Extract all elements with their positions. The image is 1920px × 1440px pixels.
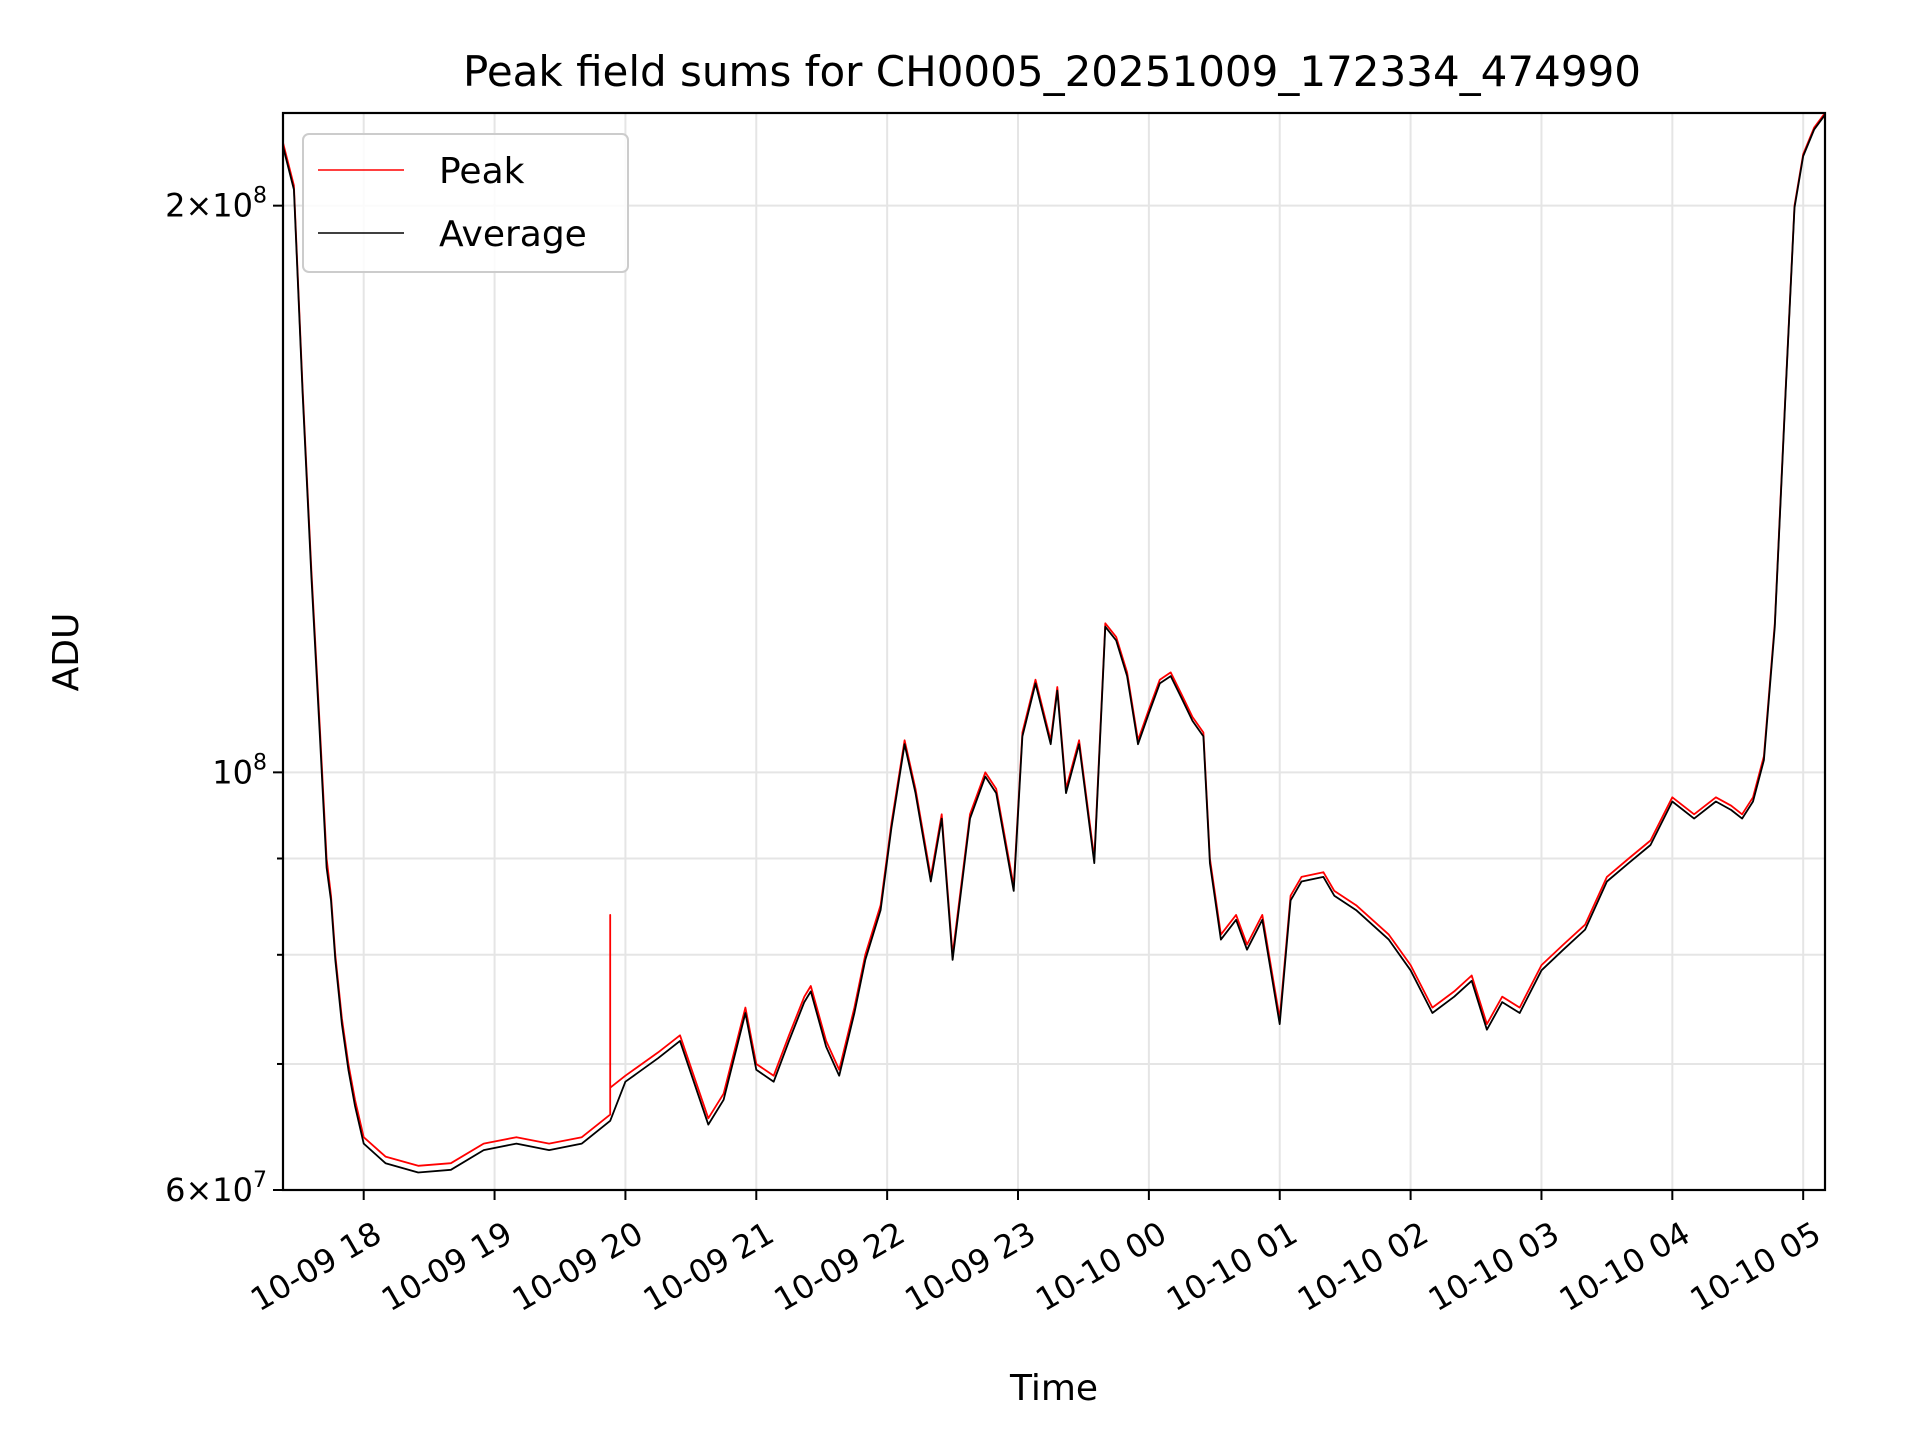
legend: Peak Average (302, 133, 629, 273)
series-line-average (282, 114, 1826, 1174)
x-tick-label: 10-09 21 (637, 1214, 781, 1319)
x-axis-label: Time (1009, 1368, 1098, 1409)
x-tick-label: 10-09 23 (898, 1214, 1042, 1319)
grid-lines (283, 113, 1825, 1191)
y-tick-label: 2×108 (165, 184, 267, 225)
legend-label-peak: Peak (439, 151, 525, 192)
legend-label-average: Average (439, 214, 587, 255)
y-axis-label: ADU (46, 613, 87, 692)
series-lines (282, 112, 1826, 1174)
x-tick-label: 10-10 01 (1160, 1214, 1304, 1319)
x-tick-label: 10-10 03 (1422, 1214, 1566, 1319)
x-tick-label: 10-09 20 (506, 1214, 650, 1319)
legend-box (302, 133, 629, 273)
x-tick-label: 10-10 05 (1684, 1214, 1828, 1319)
plot-frame (281, 111, 1827, 1192)
y-tick-label: 108 (212, 750, 267, 791)
y-tick-label: 6×107 (165, 1168, 267, 1209)
x-tick-label: 10-10 04 (1553, 1214, 1697, 1319)
x-tick-label: 10-10 00 (1029, 1214, 1173, 1319)
x-tick-label: 10-09 19 (375, 1214, 519, 1319)
x-tick-label: 10-09 18 (244, 1214, 388, 1319)
chart-title: Peak field sums for CH0005_20251009_1723… (463, 47, 1641, 96)
x-tick-label: 10-09 22 (768, 1214, 912, 1319)
x-tick-label: 10-10 02 (1291, 1214, 1435, 1319)
y-axis-ticks: 6×107 108 2×108 (165, 184, 283, 1209)
series-line-peak (282, 112, 1826, 1167)
